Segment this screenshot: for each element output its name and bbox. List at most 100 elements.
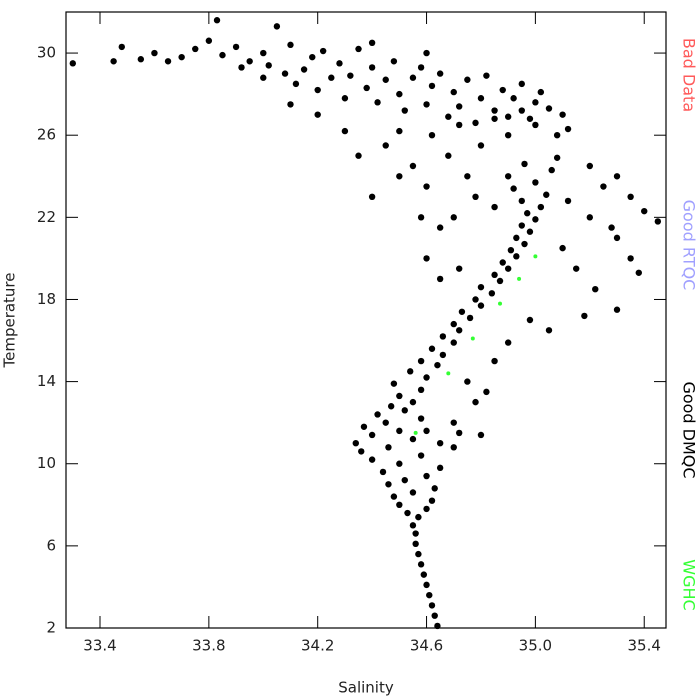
data-point <box>314 86 321 94</box>
data-point <box>436 464 444 472</box>
data-point <box>564 197 572 205</box>
data-point <box>439 333 447 340</box>
data-point <box>446 371 451 376</box>
data-point <box>137 56 145 63</box>
data-point <box>613 173 621 180</box>
data-point <box>472 296 479 303</box>
data-point <box>374 411 381 418</box>
data-point <box>390 493 398 500</box>
data-point <box>238 64 245 71</box>
data-point <box>232 43 240 51</box>
data-point <box>328 74 335 81</box>
x-tick-label: 34.6 <box>410 637 443 655</box>
data-point <box>110 58 117 65</box>
data-point <box>553 154 561 161</box>
data-point <box>396 127 403 135</box>
data-point <box>69 60 77 67</box>
x-tick-label: 35.0 <box>519 637 552 655</box>
data-point <box>455 121 463 129</box>
data-point <box>431 612 438 619</box>
data-point <box>415 550 422 558</box>
data-point <box>573 265 580 272</box>
data-point <box>409 162 417 170</box>
data-point <box>491 203 498 211</box>
data-point <box>592 286 599 293</box>
data-point <box>499 86 506 94</box>
data-point <box>526 228 534 235</box>
data-point <box>455 103 463 110</box>
y-tick-label: 22 <box>37 208 56 226</box>
data-point <box>382 142 389 149</box>
data-point <box>581 312 588 320</box>
data-point <box>213 17 221 24</box>
data-point <box>436 440 444 447</box>
data-point <box>118 43 125 51</box>
data-point <box>472 193 479 200</box>
data-point <box>396 392 403 400</box>
data-point <box>265 62 272 69</box>
data-point <box>472 398 479 406</box>
data-point <box>510 95 517 102</box>
data-point <box>450 339 457 346</box>
x-tick-label: 33.4 <box>83 637 116 655</box>
data-point <box>409 522 417 529</box>
data-point <box>178 53 185 61</box>
data-point <box>488 290 496 297</box>
data-point <box>504 173 512 180</box>
data-point <box>417 415 425 422</box>
data-point <box>368 431 376 439</box>
y-tick-label: 2 <box>46 619 56 637</box>
data-point <box>521 160 528 168</box>
data-point <box>627 193 634 200</box>
data-point <box>517 276 522 281</box>
data-point <box>319 47 327 55</box>
data-point <box>385 444 392 451</box>
x-tick-label: 33.8 <box>192 637 225 655</box>
data-point <box>524 210 531 217</box>
data-point <box>600 183 607 190</box>
data-point <box>396 460 403 467</box>
data-point <box>417 357 425 365</box>
data-point <box>415 513 422 521</box>
data-point <box>450 214 457 221</box>
data-point <box>300 66 308 73</box>
data-point <box>219 51 226 59</box>
data-point <box>526 316 534 324</box>
data-point <box>553 132 561 139</box>
y-tick-label: 30 <box>37 44 56 62</box>
data-point <box>423 49 430 57</box>
data-point <box>559 244 566 252</box>
data-point <box>192 45 199 53</box>
data-point <box>151 49 158 57</box>
data-point <box>412 540 419 548</box>
data-point <box>431 485 438 492</box>
data-point <box>507 246 515 254</box>
data-point <box>164 58 172 65</box>
data-point <box>545 327 553 334</box>
data-point <box>423 505 430 513</box>
data-point <box>504 265 512 272</box>
data-point <box>423 374 430 381</box>
data-point <box>613 234 621 242</box>
data-point <box>641 207 648 215</box>
legend-entry: Good RTQC <box>680 200 699 291</box>
data-point <box>455 327 463 334</box>
data-point <box>548 166 555 174</box>
data-point <box>273 23 281 30</box>
data-point <box>483 388 490 396</box>
data-point <box>504 132 512 139</box>
data-point <box>423 581 430 589</box>
data-point <box>537 203 545 211</box>
data-point <box>533 254 538 259</box>
data-point <box>412 530 419 537</box>
data-point <box>627 255 634 262</box>
data-point <box>401 107 408 114</box>
data-point <box>309 53 316 61</box>
data-point <box>477 431 485 439</box>
data-point <box>518 197 525 205</box>
data-point <box>532 99 539 106</box>
data-point <box>477 142 485 149</box>
data-point <box>608 224 615 231</box>
data-point <box>347 72 354 79</box>
data-point <box>428 602 436 609</box>
